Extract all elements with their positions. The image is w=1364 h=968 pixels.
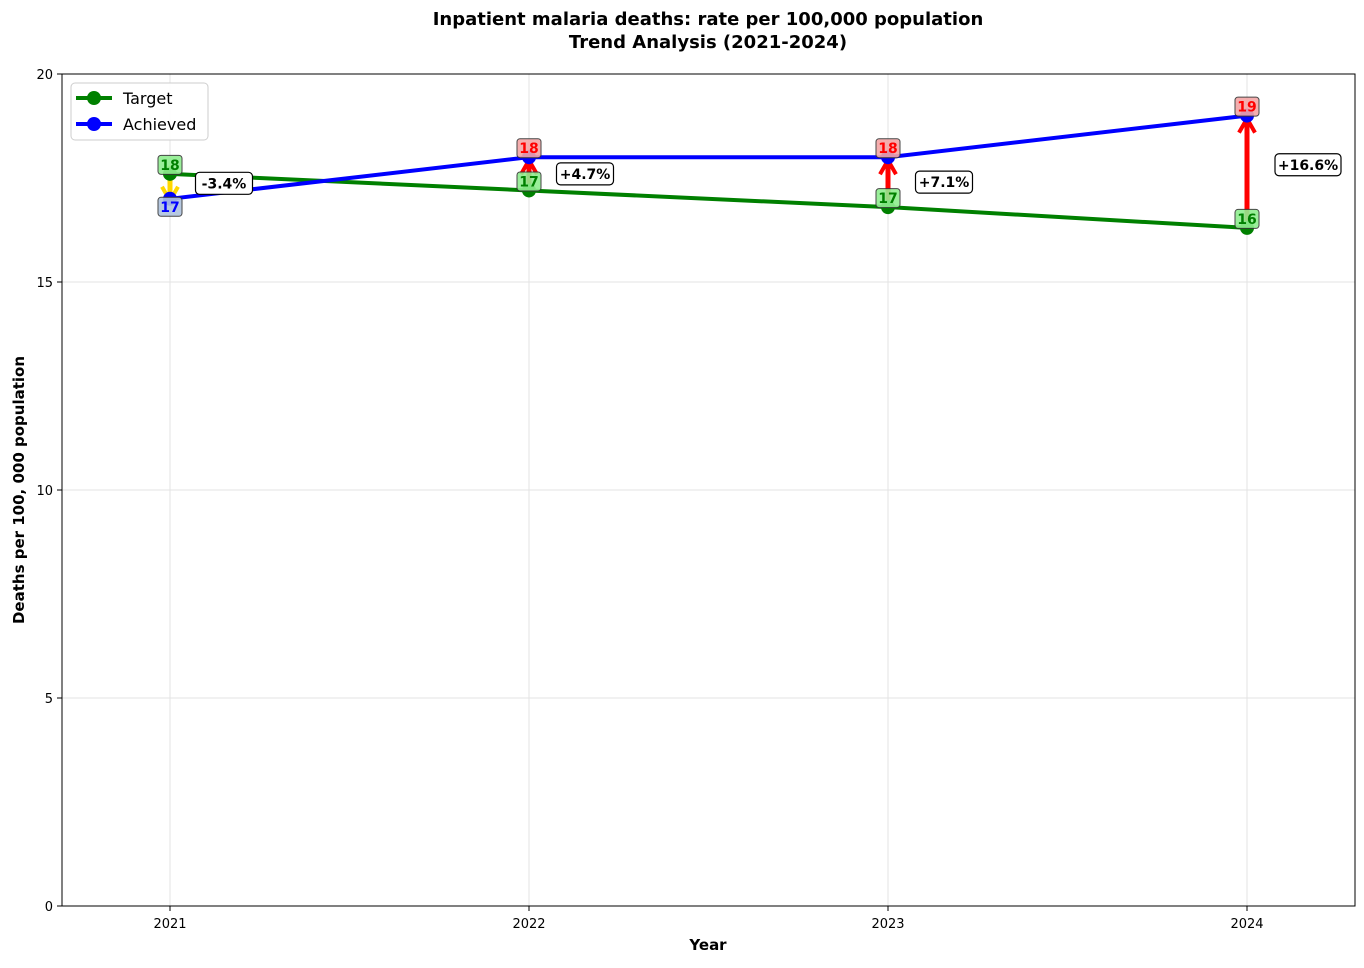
y-tick-label: 20	[36, 68, 53, 83]
series-line-achieved	[169, 113, 1248, 201]
series-line-target	[169, 171, 1248, 230]
achieved-value-label-box	[157, 196, 183, 217]
target-value-label: 17	[878, 191, 897, 207]
target-value-label-box	[875, 188, 901, 209]
chart-title: Inpatient malaria deaths: rate per 100,0…	[433, 9, 984, 30]
difference-percent-box	[1274, 153, 1342, 177]
difference-percent-box	[194, 171, 254, 195]
x-tick-label: 2023	[871, 917, 904, 932]
difference-percent-label: +16.6%	[1278, 158, 1338, 174]
achieved-value-label: 19	[1237, 100, 1256, 116]
achieved-value-label-box	[875, 138, 901, 159]
achieved-value-label: 17	[160, 200, 179, 216]
difference-percent-box	[555, 162, 615, 186]
difference-percent-label: -3.4%	[202, 176, 247, 192]
y-tick-label: 0	[45, 900, 53, 915]
target-value-label-box	[157, 154, 183, 175]
y-tick-label: 10	[36, 484, 53, 499]
legend-label: Achieved	[123, 115, 196, 134]
legend-swatch-marker	[87, 117, 101, 131]
x-tick-label: 2024	[1230, 917, 1263, 932]
chart-subtitle: Trend Analysis (2021-2024)	[569, 32, 847, 53]
difference-percent-box	[914, 170, 974, 194]
achieved-value-label-box	[516, 138, 542, 159]
x-tick-label: 2022	[512, 917, 545, 932]
target-value-label: 16	[1237, 212, 1256, 228]
target-value-label-box	[1234, 208, 1260, 229]
x-axis-label: Year	[688, 936, 727, 954]
x-tick-label: 2021	[153, 917, 186, 932]
legend-swatch-marker	[87, 91, 101, 105]
legend-label: Target	[122, 89, 173, 108]
difference-percent-label: +4.7%	[560, 167, 611, 183]
target-value-label: 18	[160, 158, 179, 174]
y-axis-label: Deaths per 100, 000 population	[10, 356, 28, 624]
target-value-label-box	[516, 171, 542, 192]
target-value-label: 17	[519, 174, 538, 190]
y-tick-label: 15	[36, 276, 53, 291]
difference-percent-label: +7.1%	[919, 175, 970, 191]
achieved-value-label: 18	[519, 141, 538, 157]
achieved-value-label: 18	[878, 141, 897, 157]
y-tick-label: 5	[45, 692, 53, 707]
achieved-value-label-box	[1234, 96, 1260, 117]
